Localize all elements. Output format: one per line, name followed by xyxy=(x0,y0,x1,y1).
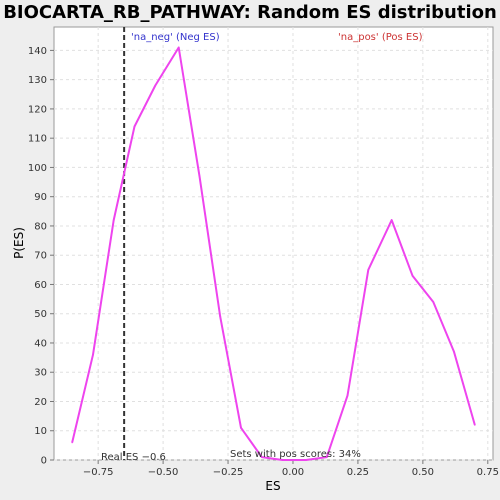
y-axis-label: P(ES) xyxy=(12,227,26,259)
y-tick-label: 100 xyxy=(28,163,47,174)
data-points xyxy=(71,46,476,461)
x-tick-label: 0.25 xyxy=(347,467,369,478)
data-point xyxy=(411,274,414,277)
data-point xyxy=(92,353,94,356)
sets-pos-scores-label: Sets with pos scores: 34% xyxy=(230,449,361,460)
data-point xyxy=(346,394,349,397)
y-tick-label: 0 xyxy=(41,456,47,467)
x-axis-ticks: −0.75 −0.50 −0.25 0.00 0.25 0.50 0.75 xyxy=(83,460,499,478)
data-point xyxy=(453,350,455,353)
y-tick-label: 120 xyxy=(28,104,47,115)
x-tick-label: 0.00 xyxy=(282,467,304,478)
x-tick-label: −0.50 xyxy=(148,467,179,478)
x-tick-label: 0.75 xyxy=(477,467,499,478)
y-tick-label: 70 xyxy=(34,251,47,262)
x-tick-label: −0.75 xyxy=(83,467,114,478)
data-point xyxy=(305,459,307,461)
data-point xyxy=(112,219,115,221)
real-es-label: Real ES −0.6 xyxy=(101,452,166,463)
plot-area xyxy=(53,26,494,461)
neg-es-label: 'na_neg' (Neg ES) xyxy=(131,32,220,43)
data-point xyxy=(71,441,73,444)
data-point xyxy=(390,219,393,221)
y-tick-label: 20 xyxy=(34,397,47,408)
y-tick-label: 130 xyxy=(28,75,47,86)
data-point xyxy=(432,301,435,303)
x-tick-label: 0.50 xyxy=(412,467,434,478)
grid-lines xyxy=(54,27,493,461)
y-tick-label: 110 xyxy=(28,134,47,145)
data-point xyxy=(281,459,284,461)
y-tick-label: 10 xyxy=(34,426,47,437)
y-tick-label: 140 xyxy=(28,46,47,57)
data-point xyxy=(198,175,201,178)
data-point xyxy=(177,46,180,49)
y-axis-ticks: 0 10 20 30 40 50 60 70 80 90 100 110 120 130 140 xyxy=(28,46,54,467)
y-tick-label: 30 xyxy=(34,368,47,379)
data-point xyxy=(240,427,242,429)
x-axis-label: ES xyxy=(265,479,280,493)
x-tick-label: −0.25 xyxy=(213,467,244,478)
data-point xyxy=(367,269,370,271)
y-tick-label: 90 xyxy=(34,192,47,203)
data-point xyxy=(325,456,328,458)
chart-title: BIOCARTA_RB_PATHWAY: Random ES distribut… xyxy=(3,2,497,23)
data-point xyxy=(154,84,157,87)
y-tick-label: 50 xyxy=(34,309,47,320)
pos-es-label: 'na_pos' (Pos ES) xyxy=(338,32,423,43)
es-distribution-line xyxy=(71,46,476,461)
y-tick-label: 40 xyxy=(34,338,47,349)
data-point xyxy=(133,125,136,128)
y-tick-label: 80 xyxy=(34,221,47,232)
data-point xyxy=(219,315,222,318)
data-point xyxy=(474,424,476,426)
data-point xyxy=(261,456,263,458)
y-tick-label: 60 xyxy=(34,280,47,291)
